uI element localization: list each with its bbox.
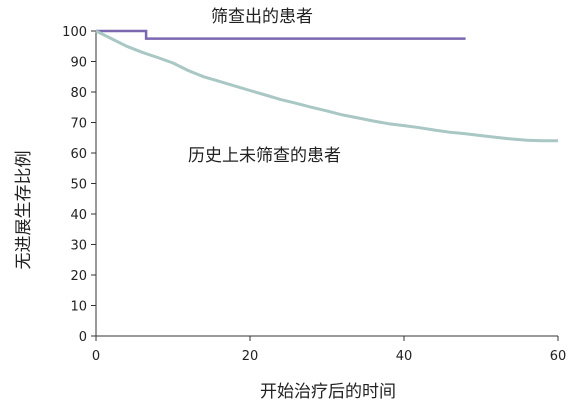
series-layer bbox=[95, 29, 558, 143]
y-tick-label: 70 bbox=[70, 117, 87, 132]
y-tick-label: 90 bbox=[70, 56, 87, 71]
y-tick-label: 100 bbox=[62, 25, 87, 40]
x-tick-label: 0 bbox=[92, 349, 100, 364]
x-tick-label: 40 bbox=[396, 349, 413, 364]
annotation-historical-unscreened: 历史上未筛查的患者 bbox=[188, 146, 341, 166]
y-tick-label: 40 bbox=[70, 208, 87, 223]
series-line-screened bbox=[96, 29, 466, 40]
series-line-historical bbox=[95, 29, 558, 143]
x-ticks: 0 20 40 60 bbox=[92, 336, 566, 364]
y-ticks: 0 10 20 30 40 50 60 70 80 90 100 bbox=[62, 25, 96, 345]
y-tick-label: 60 bbox=[70, 147, 87, 162]
annotation-screened-patients: 筛查出的患者 bbox=[211, 7, 313, 27]
y-tick-label: 50 bbox=[70, 178, 87, 193]
y-tick-label: 80 bbox=[70, 86, 87, 101]
y-tick-label: 30 bbox=[70, 239, 87, 254]
axes bbox=[95, 31, 558, 337]
x-tick-label: 20 bbox=[242, 349, 259, 364]
x-tick-label: 60 bbox=[550, 349, 567, 364]
x-axis-title: 开始治疗后的时间 bbox=[260, 382, 396, 402]
y-tick-label: 10 bbox=[70, 300, 87, 315]
y-axis-title: 无进展生存比例 bbox=[14, 151, 34, 270]
y-tick-label: 20 bbox=[70, 269, 87, 284]
y-tick-label: 0 bbox=[79, 330, 87, 345]
